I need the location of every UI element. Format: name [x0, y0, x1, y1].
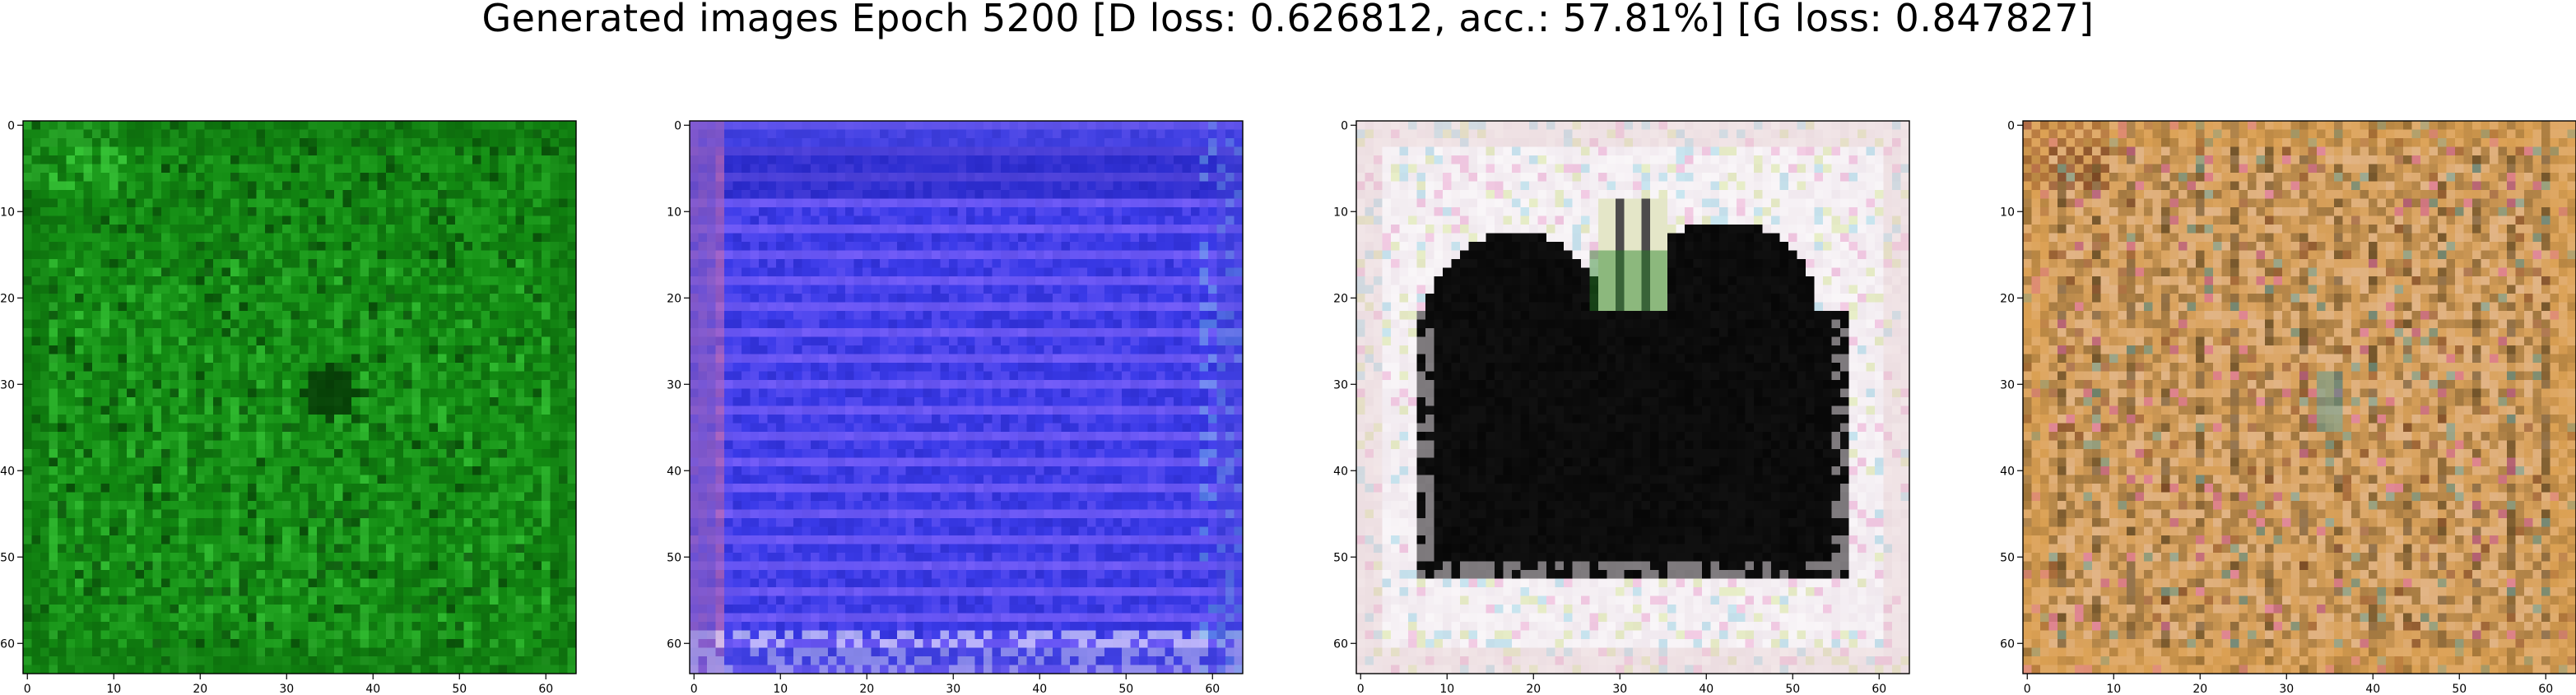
x-tick-label: 60	[1872, 683, 1886, 695]
y-tick-label: 50	[667, 551, 681, 564]
panel-dark-blob: 0 10 20 30 40 50 60 0 10 20 30 40 50 60	[1333, 119, 1910, 695]
x-tick-label: 40	[365, 683, 380, 695]
y-tick-label: 20	[0, 292, 15, 305]
y-tick-label: 0	[2007, 119, 2015, 132]
y-tick-label: 60	[2000, 637, 2015, 651]
x-tick-label: 60	[2538, 683, 2553, 695]
y-tick-label: 60	[667, 637, 681, 651]
x-tick-label: 10	[773, 683, 788, 695]
x-tick-label: 0	[24, 683, 31, 695]
image-pixels	[23, 121, 577, 674]
x-tick-label: 20	[1526, 683, 1541, 695]
y-tick-label: 40	[667, 465, 681, 478]
x-tick-label: 20	[859, 683, 874, 695]
x-tick-label: 30	[1612, 683, 1627, 695]
x-tick-label: 40	[1699, 683, 1713, 695]
x-tick-label: 10	[1439, 683, 1454, 695]
y-tick-label: 60	[0, 637, 15, 651]
y-tick-label: 0	[7, 119, 15, 132]
y-tick-label: 30	[1333, 378, 1348, 392]
y-tick-label: 10	[0, 206, 15, 219]
y-tick-label: 40	[2000, 465, 2015, 478]
panel-blue: 0 10 20 30 40 50 60 0 10 20 30 40 50 60	[667, 119, 1244, 695]
panel-green: 0 10 20 30 40 50 60 0 10 20 30 40 50 60	[0, 119, 577, 695]
x-tick-label: 60	[538, 683, 553, 695]
y-tick-label: 40	[1333, 465, 1348, 478]
y-tick-label: 50	[2000, 551, 2015, 564]
axes-frame	[2022, 120, 2576, 674]
y-tick-label: 20	[2000, 292, 2015, 305]
x-tick-label: 30	[946, 683, 960, 695]
panel-orange: 0 10 20 30 40 50 60 0 10 20 30 40 50 60	[2000, 119, 2576, 695]
x-tick-label: 30	[2279, 683, 2294, 695]
y-tick-label: 10	[667, 206, 681, 219]
x-tick-label: 0	[690, 683, 698, 695]
y-tick-label: 20	[667, 292, 681, 305]
y-tick-label: 30	[0, 378, 15, 392]
x-tick-label: 50	[2452, 683, 2467, 695]
y-tick-label: 30	[2000, 378, 2015, 392]
y-tick-label: 40	[0, 465, 15, 478]
axes-frame	[1355, 120, 1910, 674]
y-tick-label: 30	[667, 378, 681, 392]
x-tick-label: 50	[1118, 683, 1133, 695]
x-tick-label: 10	[2106, 683, 2121, 695]
axes-frame	[22, 120, 577, 674]
x-tick-label: 10	[106, 683, 121, 695]
x-tick-label: 20	[193, 683, 207, 695]
x-tick-label: 0	[1357, 683, 1365, 695]
y-tick-label: 10	[2000, 206, 2015, 219]
x-tick-label: 60	[1205, 683, 1220, 695]
y-tick-label: 60	[1333, 637, 1348, 651]
image-pixels	[1356, 121, 1910, 674]
x-tick-label: 30	[279, 683, 294, 695]
y-tick-label: 50	[0, 551, 15, 564]
x-tick-label: 40	[1032, 683, 1047, 695]
x-tick-label: 0	[2024, 683, 2031, 695]
figure-title: Generated images Epoch 5200 [D loss: 0.6…	[481, 0, 2095, 40]
y-tick-label: 0	[1341, 119, 1348, 132]
axes-frame	[689, 120, 1244, 674]
y-tick-label: 0	[674, 119, 681, 132]
image-pixels	[2023, 121, 2576, 674]
y-tick-label: 50	[1333, 551, 1348, 564]
x-tick-label: 40	[2365, 683, 2380, 695]
x-tick-label: 50	[1785, 683, 1800, 695]
x-tick-label: 20	[2192, 683, 2207, 695]
x-tick-label: 50	[452, 683, 467, 695]
image-pixels	[690, 121, 1244, 674]
y-tick-label: 10	[1333, 206, 1348, 219]
y-tick-label: 20	[1333, 292, 1348, 305]
